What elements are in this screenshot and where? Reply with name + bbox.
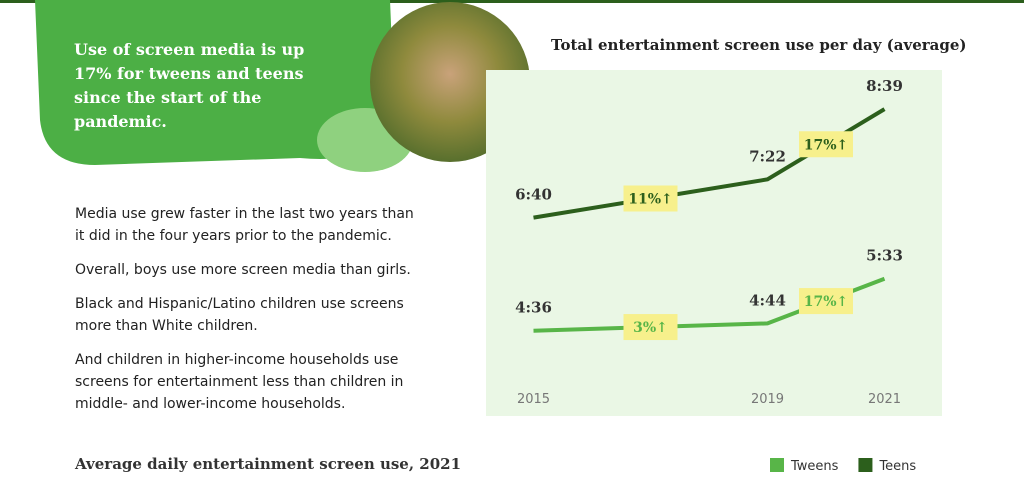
change-label: 17%↑ [804,137,849,153]
paragraph: Black and Hispanic/Latino children use s… [75,296,404,334]
change-badge [799,131,853,158]
change-badge [623,185,678,212]
value-label: 8:39 [866,77,903,95]
x-tick-label: 2015 [517,392,550,407]
change-label: 17%↑ [804,294,849,310]
value-label: 4:44 [749,291,786,309]
change-label: 3%↑ [633,320,668,336]
value-label: 5:33 [866,247,903,265]
section-heading: Average daily entertainment screen use, … [75,455,462,473]
plot-area [486,70,942,416]
paragraph: Overall, boys use more screen media than… [75,262,411,278]
x-tick-label: 2021 [868,392,901,407]
top-border [0,0,1024,3]
change-badge [623,314,678,341]
change-badge [799,288,853,315]
x-tick-label: 2019 [751,392,784,407]
legend-swatch [770,458,784,472]
value-label: 7:22 [749,147,786,165]
legend-swatch [858,458,873,472]
paragraph: Media use grew faster in the last two ye… [75,206,414,244]
paragraph: And children in higher-income households… [75,352,404,412]
headline-blob [35,0,395,165]
value-label: 4:36 [515,299,552,317]
legend-label: Teens [878,459,916,474]
value-label: 6:40 [515,186,552,204]
chart-title: Total entertainment screen use per day (… [551,36,967,54]
change-label: 11%↑ [628,192,673,208]
headline: Use of screen media is up 17% for tweens… [74,40,305,131]
legend-label: Tweens [790,459,839,474]
paragraphs: Media use grew faster in the last two ye… [75,203,420,427]
